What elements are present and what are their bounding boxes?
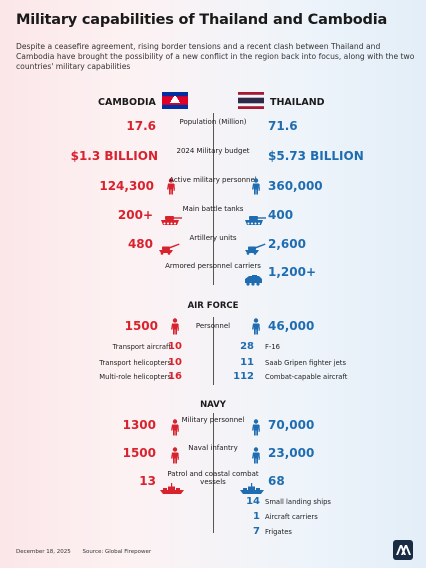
row-label: Personnel [195, 322, 231, 330]
cambodia-item-label: Transport helicopters [99, 359, 171, 367]
cambodia-value: 1300 [122, 418, 156, 432]
thailand-value: 71.6 [268, 119, 298, 133]
soldier-icon [252, 447, 260, 464]
row-label: Artillery units [189, 234, 237, 242]
cambodia-value: 17.6 [126, 119, 156, 133]
thailand-item-label: Small landing ships [265, 498, 331, 506]
page-title: Military capabilities of Thailand and Ca… [16, 12, 388, 28]
thailand-item-label: Combat-capable aircraft [265, 373, 348, 381]
tank-icon [161, 216, 182, 225]
thailand-item-value: 11 [240, 357, 254, 368]
air-force-heading: AIR FORCE [187, 301, 239, 311]
cambodia-item-value: 10 [168, 341, 182, 352]
soldier-icon [252, 318, 260, 335]
cambodia-value: 200+ [117, 208, 153, 222]
cambodia-item-label: Multi-role helicopters [99, 373, 171, 381]
apc-icon [245, 275, 262, 286]
warship-icon [240, 483, 264, 494]
thailand-value: 68 [268, 474, 285, 488]
thailand-value: 70,000 [268, 418, 315, 432]
thailand-heading: THAILAND [270, 97, 325, 108]
divider [213, 413, 214, 533]
footer: December 18, 2025 Source: Global Firepow… [16, 549, 161, 555]
cambodia-value: 124,300 [99, 179, 154, 193]
row-label: Active military personnel [169, 176, 257, 184]
soldier-icon [252, 178, 260, 195]
thailand-item-label: Frigates [265, 528, 292, 536]
thailand-value: 1,200+ [268, 265, 317, 279]
cambodia-item-value: 16 [168, 371, 182, 382]
divider [213, 317, 214, 385]
thailand-item-label: Aircraft carriers [265, 513, 318, 521]
footer-date: December 18, 2025 [16, 549, 71, 555]
thailand-value: 46,000 [268, 319, 315, 333]
row-label: 2024 Military budget [176, 147, 250, 155]
cambodia-value: $1.3 BILLION [70, 149, 158, 163]
artillery-icon [245, 243, 266, 255]
row-label: Patrol and coastal combat vessels [167, 470, 259, 486]
footer-source: Source: Global Firepower [82, 549, 152, 555]
cambodia-item-label: Transport aircraft [112, 343, 171, 351]
cambodia-value: 1500 [122, 446, 156, 460]
page-subtitle: Despite a ceasefire agreement, rising bo… [16, 42, 415, 71]
soldier-icon [252, 419, 260, 436]
thailand-item-label: Saab Gripen fighter jets [265, 359, 347, 367]
cambodia-heading: CAMBODIA [98, 97, 156, 108]
aa-logo-icon [393, 540, 413, 560]
thailand-value: $5.73 BILLION [268, 149, 364, 163]
row-label: Armored personnel carriers [165, 262, 261, 270]
thailand-value: 360,000 [268, 179, 323, 193]
thailand-item-value: 7 [253, 526, 260, 537]
row-label: Main battle tanks [182, 205, 244, 213]
divider [213, 113, 214, 285]
thailand-item-value: 28 [240, 341, 254, 352]
thailand-value: 2,600 [268, 237, 306, 251]
row-label: Naval infantry [188, 444, 238, 452]
cambodia-item-value: 10 [168, 357, 182, 368]
thailand-item-value: 112 [233, 371, 254, 382]
thailand-item-value: 14 [246, 496, 260, 507]
thailand-value: 23,000 [268, 446, 315, 460]
cambodia-value: 480 [127, 237, 153, 251]
row-label: Military personnel [181, 416, 245, 424]
row-label: Population (Million) [179, 118, 247, 126]
cambodia-value: 1500 [124, 319, 158, 333]
navy-heading: NAVY [200, 400, 226, 410]
artillery-icon [159, 243, 180, 255]
tank-icon [245, 216, 266, 225]
thailand-item-value: 1 [253, 511, 260, 522]
thailand-value: 400 [268, 208, 294, 222]
thailand-item-label: F-16 [265, 343, 281, 351]
cambodia-value: 13 [139, 474, 156, 488]
cambodia-flag-icon [162, 92, 188, 109]
thailand-flag-icon [238, 92, 264, 109]
